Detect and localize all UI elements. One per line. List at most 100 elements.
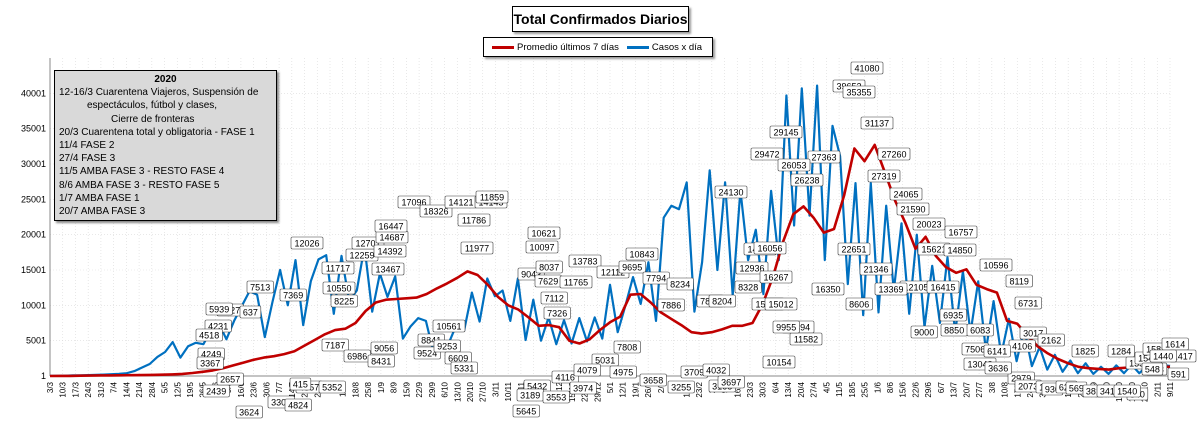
value-callout-label: 8234 xyxy=(670,280,690,290)
legend-swatch-average xyxy=(492,45,514,49)
value-callout-label: 16350 xyxy=(815,285,840,295)
value-callout-label: 2439 xyxy=(206,387,226,397)
value-callout-box xyxy=(460,241,494,255)
value-callout-label: 41080 xyxy=(854,64,879,74)
value-callout-label: 4231 xyxy=(208,322,228,332)
y-tick-label: 35001 xyxy=(21,124,46,134)
value-callout-label: 4079 xyxy=(577,366,597,376)
x-tick-label: 2/11 xyxy=(1153,381,1162,397)
value-callout-label: 1546 xyxy=(1138,354,1158,364)
value-callout-box xyxy=(279,288,307,302)
x-tick-label: 10/3 xyxy=(59,381,68,397)
value-callout-box xyxy=(717,375,745,389)
value-callout-box xyxy=(750,147,784,161)
value-callout-label: 7629 xyxy=(538,277,558,287)
value-callout-label: 7886 xyxy=(661,301,681,311)
value-callout-label: 4518 xyxy=(199,331,219,341)
value-callout-label: 4032 xyxy=(706,366,726,376)
value-callout-label: 8431 xyxy=(371,357,391,367)
value-callout-box xyxy=(1005,274,1033,288)
x-tick-label: 19/1 xyxy=(631,381,640,397)
value-callout-label: 1440 xyxy=(1153,352,1173,362)
value-callout-box xyxy=(943,243,977,257)
value-callout-label: 7513 xyxy=(250,283,270,293)
value-callout-label: 4116 xyxy=(556,373,575,383)
x-tick-label: 22/9 xyxy=(415,381,424,397)
value-callout-box xyxy=(290,236,324,250)
info-line: 8/6 AMBA FASE 3 - RESTO FASE 5 xyxy=(59,179,220,191)
value-callout-label: 35355 xyxy=(846,88,871,98)
info-line: 12-16/3 Cuarentena Viajeros, Suspensión … xyxy=(59,87,259,99)
value-callout-label: 1417 xyxy=(1173,352,1193,362)
value-callout-box xyxy=(216,372,244,386)
value-callout-label: 15012 xyxy=(768,300,793,310)
value-callout-box xyxy=(667,380,695,394)
x-tick-label: 25/5 xyxy=(861,381,870,397)
value-callout-label: 8037 xyxy=(539,263,559,273)
value-callout-label: 21590 xyxy=(900,205,925,215)
value-callout-label: 2657 xyxy=(220,375,240,385)
value-callout-label: 1825 xyxy=(1075,347,1095,357)
value-callout-box xyxy=(889,187,923,201)
x-tick-label: 28/4 xyxy=(148,381,157,397)
x-tick-label: 8/6 xyxy=(886,381,895,393)
value-callout-label: 5352 xyxy=(322,383,342,393)
value-callout-label: 10550 xyxy=(326,284,351,294)
x-tick-label: 30/6 xyxy=(262,381,271,397)
value-callout-label: 10097 xyxy=(529,243,554,253)
value-callout-box xyxy=(235,405,263,419)
value-callout-box xyxy=(450,361,478,375)
value-callout-box xyxy=(512,404,540,418)
value-callout-box xyxy=(318,380,346,394)
x-tick-label: 25/8 xyxy=(364,381,373,397)
x-tick-label: 31/3 xyxy=(97,381,106,397)
x-tick-label: 17/3 xyxy=(71,381,80,397)
value-callout-box xyxy=(1149,349,1177,363)
value-callout-box xyxy=(609,365,637,379)
info-line: Cierre de fronteras xyxy=(111,113,195,125)
value-callout-box xyxy=(370,341,398,355)
value-callout-label: 1614 xyxy=(1165,340,1185,350)
legend-swatch-daily xyxy=(626,45,649,49)
value-callout-box xyxy=(246,280,274,294)
value-callout-label: 5331 xyxy=(454,364,474,374)
y-tick-label: 1 xyxy=(41,371,46,381)
value-callout-box xyxy=(764,297,798,311)
value-callout-box xyxy=(573,363,601,377)
value-callout-label: 2162 xyxy=(1041,336,1061,346)
value-callout-label: 11786 xyxy=(462,216,486,226)
x-tick-label: 3/11 xyxy=(491,381,500,397)
value-callout-label: 26238 xyxy=(794,176,819,186)
x-tick-label: 6/10 xyxy=(441,381,450,397)
value-callout-label: 4106 xyxy=(1012,342,1032,352)
value-callout-label: 16415 xyxy=(930,283,955,293)
value-callout-label: 7326 xyxy=(547,309,567,319)
x-tick-label: 18/8 xyxy=(351,381,360,397)
x-tick-label: 3/3 xyxy=(46,381,55,393)
x-tick-label: 10/11 xyxy=(504,381,513,401)
value-callout-box xyxy=(777,158,811,172)
value-callout-label: 548 xyxy=(1145,365,1160,375)
x-tick-label: 29/12 xyxy=(593,381,602,402)
x-tick-label: 4/5 xyxy=(822,381,831,393)
info-line: 11/4 FASE 2 xyxy=(59,140,115,152)
x-tick-label: 19/5 xyxy=(186,381,195,397)
value-callout-label: 8850 xyxy=(944,326,964,336)
value-callout-box xyxy=(1014,296,1042,310)
value-callout-box xyxy=(790,173,824,187)
legend-label-daily: Casos x día xyxy=(651,41,703,53)
value-callout-box xyxy=(845,297,873,311)
value-callout-box xyxy=(811,282,845,296)
value-callout-label: 6141 xyxy=(987,347,1007,357)
value-callout-label: 9000 xyxy=(914,328,934,338)
x-tick-label: 13/4 xyxy=(784,381,793,397)
value-callout-label: 6986 xyxy=(347,352,367,362)
value-callout-box xyxy=(367,354,395,368)
value-callout-label: 29472 xyxy=(754,150,779,160)
value-callout-label: 3553 xyxy=(546,393,566,403)
value-callout-label: 26053 xyxy=(781,161,806,171)
x-tick-label: 16/3 xyxy=(733,381,742,397)
value-callout-label: 4249 xyxy=(201,350,221,360)
x-tick-label: 5/5 xyxy=(161,381,170,393)
x-tick-label: 27/7 xyxy=(975,381,984,397)
